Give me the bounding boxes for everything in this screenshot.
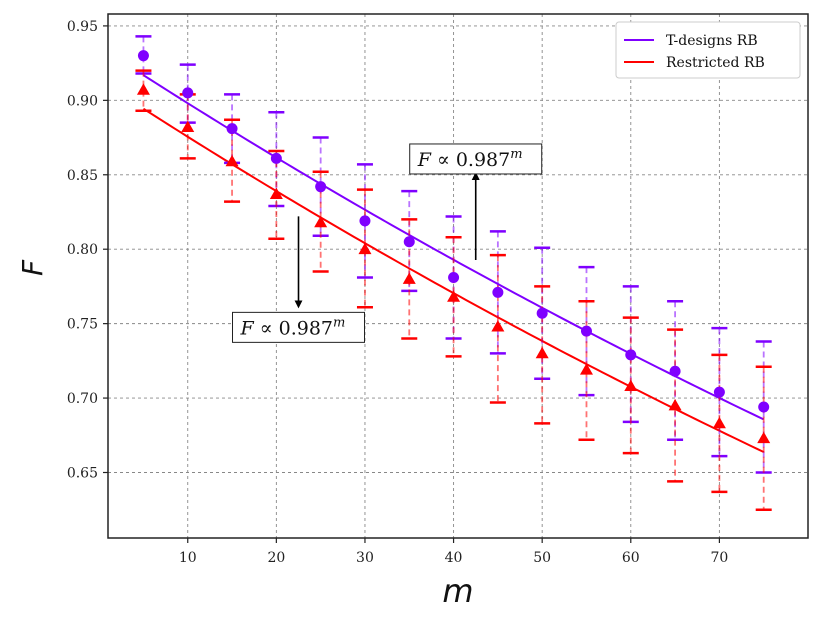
y-tick-label: 0.75 <box>67 317 98 333</box>
data-point <box>712 416 726 429</box>
annotation-label: F ∝ 0.987m <box>240 315 346 339</box>
legend-box <box>615 21 801 79</box>
data-point <box>668 399 682 411</box>
x-tick-label: 70 <box>710 550 728 566</box>
data-point <box>757 431 771 444</box>
y-tick-label: 0.85 <box>67 168 98 184</box>
data-point <box>624 379 638 392</box>
data-point <box>403 236 415 248</box>
plot-frame <box>107 13 809 539</box>
y-tick-label: 0.80 <box>67 242 98 258</box>
data-point <box>315 181 327 193</box>
data-point <box>713 386 725 398</box>
data-point <box>758 401 770 413</box>
data-point <box>625 349 637 361</box>
annotation-label: F ∝ 0.987m <box>417 147 523 171</box>
annotation-box <box>232 311 366 343</box>
legend: T-designs RB Restricted RB <box>615 21 801 79</box>
data-point <box>491 320 505 332</box>
x-tick-label: 40 <box>445 550 463 566</box>
y-tick-label: 0.65 <box>67 466 98 482</box>
data-point <box>492 286 504 298</box>
data-point <box>448 271 460 283</box>
annotation-box <box>409 143 543 175</box>
x-axis-label: m <box>442 572 473 610</box>
data-point <box>269 187 283 199</box>
x-tick-label: 20 <box>267 550 285 566</box>
x-tick-label: 50 <box>533 550 551 566</box>
data-point <box>270 152 282 164</box>
y-axis-label: F <box>16 259 49 276</box>
data-point <box>181 120 195 133</box>
data-point <box>536 307 548 319</box>
data-point <box>359 215 371 227</box>
legend-label: Restricted RB <box>666 55 765 71</box>
x-tick-label: 60 <box>622 550 640 566</box>
y-tick-label: 0.90 <box>67 93 98 109</box>
y-tick-label: 0.95 <box>67 19 98 35</box>
data-point <box>182 87 194 99</box>
data-point <box>402 272 416 284</box>
x-tick-label: 30 <box>356 550 374 566</box>
data-point <box>358 242 372 255</box>
data-point <box>447 290 461 302</box>
data-points <box>136 50 771 444</box>
data-point <box>535 346 549 359</box>
data-point <box>580 325 592 337</box>
y-tick-label: 0.70 <box>67 391 98 407</box>
data-point <box>136 83 150 95</box>
axis-ticks: 10 20 30 40 50 60 70 0.65 0.70 0.75 0.80 0.85 0.90 0.… <box>67 19 728 566</box>
data-point <box>314 215 328 228</box>
data-point <box>226 123 238 135</box>
legend-label: T-designs RB <box>666 33 758 49</box>
data-point <box>669 365 681 377</box>
x-tick-label: 10 <box>179 550 197 566</box>
annotations: F ∝ 0.987m F ∝ 0.987m <box>232 143 543 343</box>
data-point <box>579 363 593 375</box>
data-point <box>137 50 149 62</box>
data-point <box>225 154 239 167</box>
